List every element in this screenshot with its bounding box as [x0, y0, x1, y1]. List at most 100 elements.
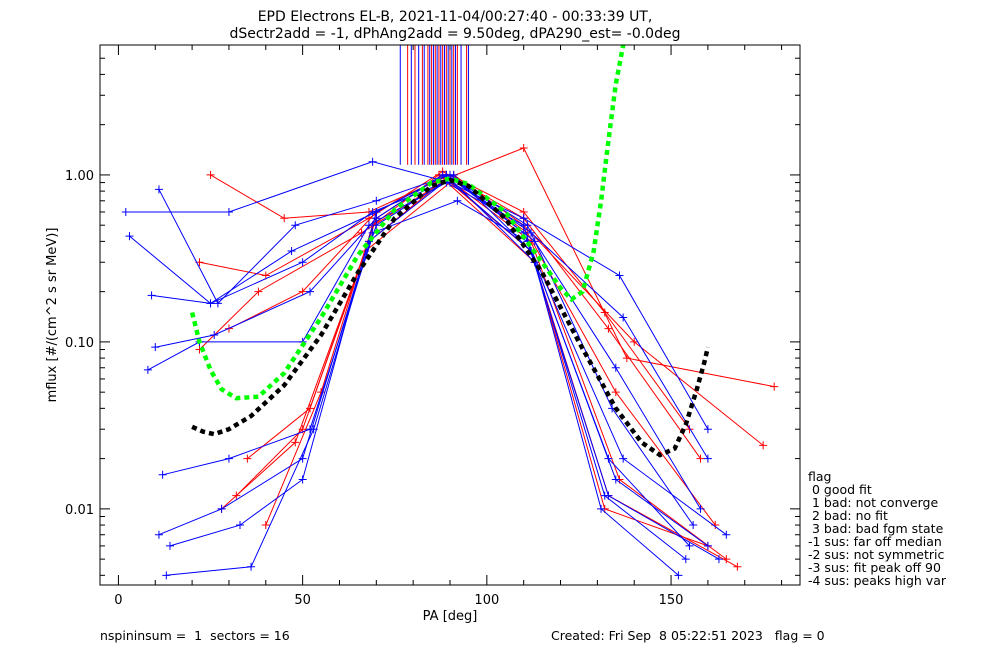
series-1-curve-4 — [155, 174, 690, 547]
chart-subtitle: dSectr2add = -1, dPhAng2add = 9.50deg, d… — [230, 26, 681, 42]
data-point — [154, 185, 163, 194]
data-point — [519, 214, 528, 223]
x-tick-label: 50 — [294, 593, 311, 608]
fit-curve-3 — [191, 177, 711, 458]
data-point — [364, 221, 373, 230]
data-point — [291, 221, 300, 230]
data-point — [213, 299, 222, 308]
data-point — [703, 425, 712, 434]
data-point — [368, 157, 377, 166]
data-point — [147, 291, 156, 300]
data-point — [125, 232, 134, 241]
legend-entry: 3 bad: bad fgm state — [808, 521, 944, 536]
data-point — [210, 330, 219, 339]
data-point — [224, 454, 233, 463]
series-0-curve-3 — [247, 174, 727, 560]
data-point — [143, 365, 152, 374]
data-point — [162, 571, 171, 580]
y-tick-label: 0.01 — [65, 503, 94, 518]
data-point — [224, 207, 233, 216]
data-point — [696, 504, 705, 513]
axis-layer: 0 50 100 150 0.01 0.10 1.00 — [65, 44, 800, 608]
data-point — [519, 143, 528, 152]
series-0-curve-1 — [199, 170, 701, 459]
data-point — [696, 454, 705, 463]
series-1-curve-9 — [169, 174, 727, 547]
data-point — [619, 313, 628, 322]
data-point — [722, 530, 731, 539]
legend-entry: 1 bad: not converge — [808, 495, 938, 510]
data-point — [449, 170, 458, 179]
data-point — [280, 214, 289, 223]
data-point — [770, 382, 779, 391]
data-point — [372, 221, 381, 230]
series-1-curve-5 — [147, 182, 687, 560]
data-point — [217, 504, 226, 513]
data-point — [714, 555, 723, 564]
data-point — [254, 287, 263, 296]
data-point — [298, 258, 307, 267]
data-point — [685, 541, 694, 550]
data-point — [630, 337, 639, 346]
data-point — [674, 571, 683, 580]
data-point — [681, 555, 690, 564]
data-point — [519, 221, 528, 230]
data-point — [611, 388, 620, 397]
data-point — [685, 425, 694, 434]
y-axis-label: mflux [#/(cm^2 s sr MeV)] — [45, 228, 60, 403]
fit-curve-2 — [189, 44, 626, 401]
data-point — [166, 541, 174, 550]
data-point — [604, 324, 613, 333]
legend-entry: -3 sus: fit peak off 90 — [808, 560, 941, 575]
data-point — [615, 271, 624, 280]
fit-curve-layer — [189, 44, 711, 458]
data-point — [703, 541, 712, 550]
data-point — [121, 207, 130, 216]
data-point — [689, 521, 698, 530]
legend-entry: -1 sus: far off median — [808, 534, 942, 549]
data-point — [298, 475, 307, 484]
data-point — [611, 475, 620, 484]
data-point — [453, 196, 462, 205]
data-point — [151, 343, 160, 352]
data-point — [236, 521, 244, 530]
data-point — [298, 287, 307, 296]
data-point — [247, 562, 256, 571]
chart-title: EPD Electrons EL-B, 2021-11-04/00:27:40 … — [258, 9, 653, 25]
data-point — [611, 363, 620, 372]
data-point — [291, 438, 300, 447]
x-tick-label: 150 — [659, 593, 684, 608]
y-tick-label: 0.10 — [65, 336, 94, 351]
vertical-marker-layer — [399, 45, 469, 165]
data-point — [206, 170, 215, 179]
y-tick-label: 1.00 — [65, 169, 94, 184]
data-point — [206, 299, 215, 308]
data-point — [759, 441, 768, 450]
data-point — [158, 470, 167, 479]
x-axis-label: PA [deg] — [423, 609, 478, 624]
data-point — [243, 454, 252, 463]
footer-right: Created: Fri Sep 8 05:22:51 2023 flag = … — [551, 628, 825, 643]
data-point — [703, 454, 712, 463]
series-1-curve-2 — [158, 174, 701, 510]
legend-entry: -2 sus: not symmetric — [808, 547, 944, 562]
legend-entry: -4 sus: peaks high var — [808, 573, 947, 588]
data-point — [733, 562, 742, 571]
footer-left: nspininsum = 1 sectors = 16 — [100, 628, 290, 643]
data-point — [287, 247, 296, 256]
data-point — [622, 354, 631, 363]
data-point — [306, 287, 314, 296]
series-1-curve-8 — [166, 200, 720, 576]
data-point — [372, 196, 381, 205]
legend-title: flag — [808, 469, 831, 484]
data-layer — [121, 143, 779, 580]
x-tick-label: 0 — [114, 593, 122, 608]
data-point — [261, 521, 270, 530]
data-point — [597, 504, 606, 513]
series-1-curve-3 — [151, 178, 694, 526]
legend-entry: 2 bad: no fit — [808, 508, 888, 523]
data-point — [604, 491, 613, 500]
x-tick-label: 100 — [474, 593, 499, 608]
series-1-curve-7 — [158, 174, 709, 547]
